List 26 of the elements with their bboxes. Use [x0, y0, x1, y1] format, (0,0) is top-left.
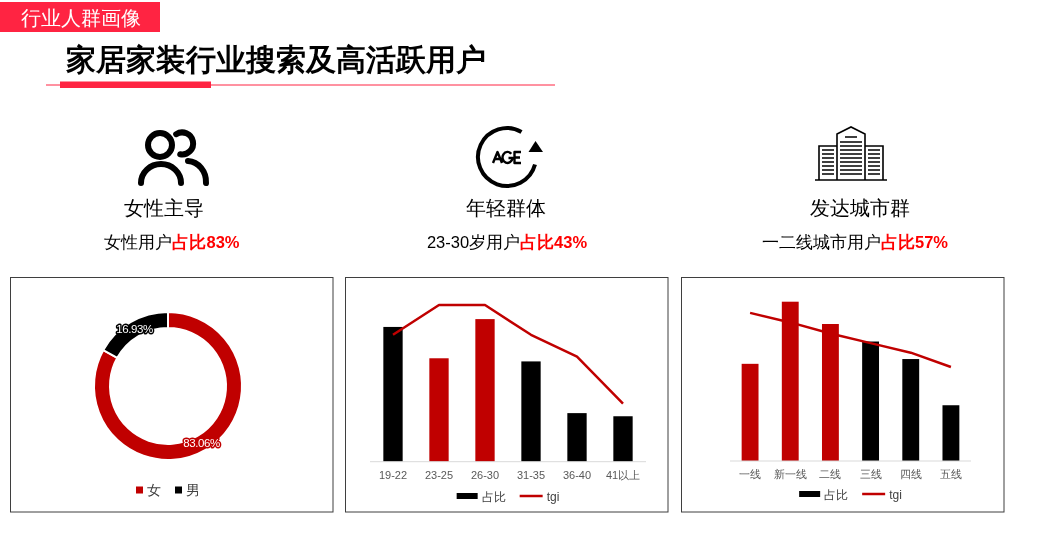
- chart-subtitle: 女性用户占比83%: [104, 233, 240, 251]
- legend-label: 女: [147, 481, 161, 498]
- chart-subtitle: 23-30岁用户占比43%: [426, 233, 588, 251]
- x-tick-label: 19-22: [378, 468, 408, 481]
- x-tick-label: 31-35: [516, 468, 546, 481]
- legend-label: 占比: [481, 489, 506, 504]
- x-tick-label: 一线: [739, 468, 762, 480]
- x-tick-label: 二线: [819, 468, 842, 480]
- legend-label: 占比: [824, 487, 849, 502]
- x-tick-label: 新一线: [773, 468, 807, 480]
- x-tick-label: 四线: [899, 468, 922, 480]
- chart-title: 女性主导: [124, 197, 204, 219]
- legend-label: 男: [186, 481, 200, 498]
- x-tick-label: 36-40: [562, 468, 592, 481]
- legend-label: tgi: [889, 487, 902, 502]
- chart-title: 发达城市群: [810, 197, 910, 219]
- x-tick-label: 23-25: [424, 468, 454, 481]
- x-tick-label: 26-30: [470, 468, 500, 481]
- x-tick-label: 五线: [939, 468, 962, 480]
- chart-title: 年轻群体: [466, 197, 546, 219]
- x-tick-label: 41以上: [605, 468, 641, 481]
- text: 家居家装行业搜索及高活跃用户: [66, 43, 486, 76]
- x-tick-label: 三线: [859, 468, 882, 480]
- text: 行业人群画像: [21, 7, 141, 29]
- legend-label: tgi: [546, 489, 560, 504]
- chart-subtitle: 一二线城市用户占比57%: [761, 233, 949, 251]
